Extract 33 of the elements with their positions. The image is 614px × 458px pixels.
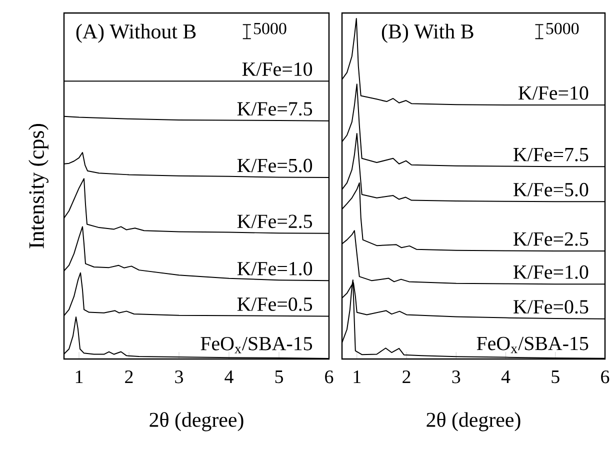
x-tick-label: 1 <box>76 370 83 384</box>
x-axis-title: 2θ (degree) <box>426 412 520 432</box>
series-label: FeO$_{x}$/SBA-15 <box>476 336 588 354</box>
x-tick-label: 2 <box>125 370 133 384</box>
series-label: K/Fe=7.5 <box>514 148 588 162</box>
series-label: K/Fe=5.0 <box>514 182 588 196</box>
series-label: K/Fe=1.0 <box>237 262 312 276</box>
x-tick-label: 1 <box>354 370 360 384</box>
series-label: K/Fe=2.5 <box>237 214 312 228</box>
series-label: K/Fe=10 <box>242 62 312 76</box>
series-label: K/Fe=10 <box>518 86 588 100</box>
series-label: K/Fe=7.5 <box>237 102 312 116</box>
text: 5000 <box>254 22 286 34</box>
x-tick-label: 2 <box>402 370 410 384</box>
x-tick-label: 5 <box>275 370 283 384</box>
chart-title: (B) With B <box>382 24 474 43</box>
series-label: K/Fe=0.5 <box>237 297 312 311</box>
x-tick-label: 6 <box>325 370 334 384</box>
x-tick-label: 4 <box>501 370 510 383</box>
x-axis-title: 2θ (degree) <box>150 412 244 432</box>
y-axis-title: Intensity (cps) <box>28 124 48 248</box>
x-tick-label: 5 <box>552 370 560 384</box>
series-label: K/Fe=5.0 <box>237 158 312 172</box>
annotation: 5000 <box>546 22 579 34</box>
series-label: K/Fe=2.5 <box>514 232 588 246</box>
series-label: FeO$_{x}$/SBA-15 <box>200 336 312 354</box>
series-label: K/Fe=1.0 <box>514 265 588 279</box>
x-tick-label: 6 <box>601 370 610 384</box>
chart-title: (A) Without B <box>76 24 196 43</box>
x-tick-label: 3 <box>175 370 183 384</box>
x-tick-label: 3 <box>452 370 460 384</box>
series-label: K/Fe=0.5 <box>514 300 588 314</box>
x-tick-label: 4 <box>224 370 234 383</box>
